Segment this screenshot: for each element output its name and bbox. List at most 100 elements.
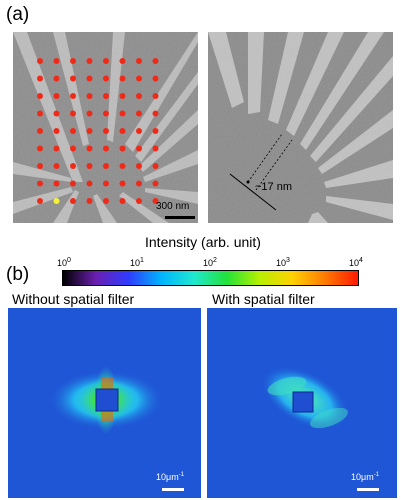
scan-point bbox=[152, 75, 159, 82]
scan-point bbox=[86, 58, 93, 64]
left-caption: Without spatial filter bbox=[12, 291, 135, 307]
scan-point bbox=[37, 58, 43, 64]
scan-point bbox=[53, 110, 60, 117]
colorbar-tick-exp: 0 bbox=[67, 257, 71, 264]
panel-b-label: (b) bbox=[6, 264, 30, 285]
scan-point bbox=[103, 198, 109, 204]
scan-point bbox=[119, 110, 126, 117]
colorbar-tick-exp: 2 bbox=[213, 257, 217, 264]
colorbar-title: Intensity (arb. unit) bbox=[145, 234, 261, 250]
scan-point bbox=[103, 58, 109, 64]
scale-bar-left bbox=[165, 216, 195, 219]
scan-point bbox=[86, 75, 93, 82]
colorbar-tick-exp: 3 bbox=[286, 257, 290, 264]
scan-point bbox=[119, 75, 126, 82]
scan-point bbox=[152, 145, 159, 152]
colorbar-tick-base: 10 bbox=[203, 258, 214, 268]
scan-point bbox=[37, 145, 43, 152]
scale-label-b-left: 10μm-1 bbox=[156, 472, 185, 482]
beam-stop-right bbox=[292, 391, 314, 413]
scan-point bbox=[37, 110, 43, 117]
scan-point bbox=[136, 93, 142, 99]
scan-point bbox=[119, 180, 126, 187]
sem-image-left: 300 nm bbox=[13, 32, 198, 223]
colorbar-tick-3: 103 bbox=[276, 257, 290, 268]
scan-point bbox=[53, 180, 60, 187]
scan-point bbox=[136, 110, 142, 117]
scan-point bbox=[70, 75, 76, 82]
scan-point bbox=[136, 198, 142, 204]
scan-point bbox=[53, 58, 60, 64]
scan-point bbox=[103, 163, 109, 169]
scan-point bbox=[103, 75, 109, 82]
scan-point bbox=[70, 180, 76, 187]
scan-point bbox=[152, 128, 159, 134]
scan-point bbox=[103, 93, 109, 99]
width-annotation: ~17 nm bbox=[255, 181, 292, 193]
scale-bar-label: 300 nm bbox=[156, 201, 190, 212]
scan-point bbox=[119, 198, 126, 204]
scan-point bbox=[136, 58, 142, 64]
scan-point bbox=[119, 128, 126, 134]
scan-point bbox=[103, 145, 109, 152]
scan-point bbox=[86, 180, 93, 187]
scan-point bbox=[152, 163, 159, 169]
scan-point bbox=[86, 198, 93, 204]
colorbar-tick-1: 101 bbox=[130, 257, 144, 268]
scan-point bbox=[152, 180, 159, 187]
measurement-line bbox=[229, 173, 277, 211]
sem-image-right: ~17 nm bbox=[208, 32, 393, 223]
scan-point bbox=[37, 128, 43, 134]
scan-point bbox=[119, 145, 126, 152]
scan-point bbox=[103, 180, 109, 187]
scan-point bbox=[70, 58, 76, 64]
scan-point bbox=[152, 58, 159, 64]
scan-point bbox=[53, 128, 60, 134]
scan-point bbox=[70, 93, 76, 99]
right-caption: With spatial filter bbox=[212, 291, 315, 307]
scan-point bbox=[119, 163, 126, 169]
colorbar-tick-base: 10 bbox=[276, 258, 287, 268]
scan-point bbox=[103, 110, 109, 117]
scan-point bbox=[152, 198, 159, 204]
scan-point bbox=[53, 75, 60, 82]
scan-point bbox=[37, 163, 43, 169]
scan-point bbox=[86, 110, 93, 117]
scan-point bbox=[70, 145, 76, 152]
scan-point bbox=[103, 128, 109, 134]
colorbar-tick-4: 104 bbox=[349, 257, 363, 268]
scan-point bbox=[152, 110, 159, 117]
scan-point bbox=[152, 93, 159, 99]
scan-point bbox=[53, 93, 60, 99]
panel-a-label: (a) bbox=[6, 4, 30, 25]
diffraction-right-svg bbox=[260, 365, 379, 491]
scan-point bbox=[86, 128, 93, 134]
colorbar-tick-exp: 1 bbox=[140, 257, 144, 264]
scan-point-grid bbox=[37, 58, 159, 204]
scan-point bbox=[136, 128, 142, 134]
scan-point bbox=[86, 145, 93, 152]
sem-left-svg bbox=[13, 32, 198, 223]
scan-point bbox=[70, 198, 76, 204]
colorbar-tick-base: 10 bbox=[130, 258, 141, 268]
scan-point bbox=[37, 180, 43, 187]
scale-label-b-right: 10μm-1 bbox=[351, 472, 380, 482]
scan-point bbox=[136, 75, 142, 82]
scan-point bbox=[70, 163, 76, 169]
scale-bar-b-left bbox=[162, 488, 184, 491]
measure-point bbox=[246, 180, 250, 184]
sem-right-svg bbox=[208, 32, 393, 223]
scan-point bbox=[37, 75, 43, 82]
diffraction-pattern-right: 10μm-1 bbox=[207, 308, 397, 498]
scan-point bbox=[119, 58, 126, 64]
diffraction-pattern-left: 10μm-1 bbox=[8, 308, 201, 498]
diffraction-left-svg bbox=[48, 366, 184, 491]
scan-point bbox=[119, 93, 126, 99]
scan-point bbox=[136, 180, 142, 187]
scan-point bbox=[70, 128, 76, 134]
scale-bar-b-right bbox=[357, 488, 379, 491]
scan-point bbox=[53, 145, 60, 152]
scan-point bbox=[86, 163, 93, 169]
scan-point bbox=[37, 198, 43, 204]
scan-point bbox=[136, 145, 142, 152]
